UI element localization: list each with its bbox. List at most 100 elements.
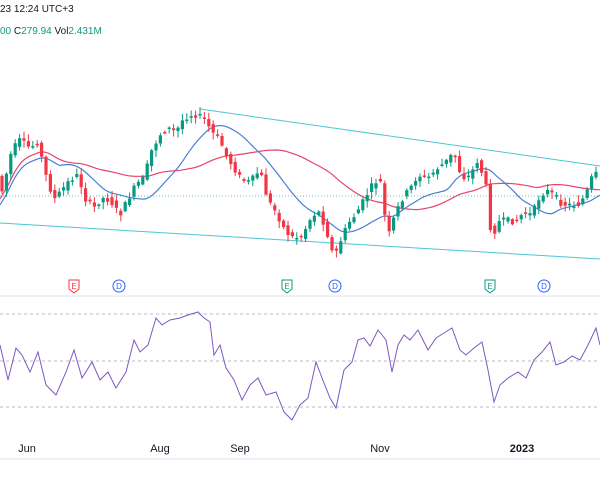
candle	[576, 195, 580, 208]
candle-body	[260, 172, 264, 176]
candle	[101, 196, 105, 210]
x-axis-label: Aug	[150, 443, 170, 455]
moving-average-slow-line	[0, 149, 600, 211]
candle-body	[251, 175, 255, 181]
candle	[260, 169, 264, 177]
candle-body	[185, 119, 189, 122]
candle	[145, 160, 149, 182]
candle	[462, 167, 466, 182]
event-marker-E[interactable]: E	[281, 279, 293, 294]
candle	[172, 124, 176, 137]
candle	[326, 218, 330, 239]
event-marker-D[interactable]: D	[112, 279, 126, 293]
candle-body	[238, 172, 242, 175]
candle-body	[427, 176, 431, 179]
candle-body	[53, 189, 57, 199]
candle-body	[88, 199, 92, 202]
rsi-line	[0, 311, 600, 421]
candle-body	[590, 176, 594, 189]
candle	[114, 195, 118, 214]
candle-body	[374, 183, 378, 189]
candle-body	[264, 174, 268, 195]
candle	[216, 129, 220, 138]
candle-body	[304, 229, 308, 239]
candle-body	[453, 155, 457, 158]
candle	[185, 113, 189, 124]
candle	[48, 170, 52, 195]
candle-body	[449, 154, 453, 163]
event-marker-D[interactable]: D	[537, 279, 551, 293]
candle-body	[568, 203, 572, 206]
candle-body	[242, 179, 246, 181]
candle	[590, 173, 594, 193]
earnings-icon	[281, 279, 293, 294]
candle-body	[114, 200, 118, 208]
candle	[568, 197, 572, 211]
time-axis: Jun Aug Sep Nov 2023	[18, 443, 534, 455]
candle-body	[224, 148, 228, 157]
candle-body	[31, 146, 35, 148]
candle	[207, 112, 211, 132]
candle	[339, 236, 343, 255]
candle	[246, 176, 250, 185]
candle-body	[400, 201, 404, 208]
candle-body	[194, 115, 198, 118]
event-marker-letter: D	[332, 282, 338, 291]
candle	[453, 154, 457, 163]
event-marker-E[interactable]: E	[68, 279, 80, 294]
candle-body	[62, 187, 66, 191]
candle	[466, 169, 470, 182]
candle-body	[537, 200, 541, 209]
candle	[594, 166, 598, 180]
candle-body	[128, 198, 132, 206]
candle	[541, 193, 545, 204]
candle-body	[409, 185, 413, 190]
candle-body	[475, 162, 479, 169]
candle-body	[207, 119, 211, 127]
candle-body	[273, 205, 277, 211]
candle-body	[405, 190, 409, 197]
candle-body	[559, 199, 563, 206]
event-marker-E[interactable]: E	[484, 279, 496, 294]
candle-body	[440, 164, 444, 166]
candle	[528, 206, 532, 221]
candle	[409, 184, 413, 194]
candle	[220, 133, 224, 147]
candle-body	[35, 143, 39, 146]
candle	[70, 176, 74, 186]
event-marker-letter: E	[487, 282, 492, 291]
candle-body	[436, 169, 440, 175]
candle-body	[378, 178, 382, 182]
candle-body	[387, 216, 391, 232]
candle-body	[18, 138, 22, 147]
candle-body	[145, 163, 149, 180]
event-marker-D[interactable]: D	[328, 279, 342, 293]
candle-body	[444, 159, 448, 165]
chart-header-timestamp: 23 12:24 UTC+3	[0, 4, 74, 15]
candle	[167, 126, 171, 134]
candle-body	[141, 176, 145, 185]
candle-body	[541, 195, 545, 202]
candle-body	[585, 189, 589, 198]
channel-lower-line	[0, 222, 600, 260]
candle	[396, 202, 400, 221]
candle-body	[79, 174, 83, 188]
candle	[563, 197, 567, 212]
candle	[22, 131, 26, 148]
candle	[321, 205, 325, 232]
candle-body	[528, 213, 532, 216]
candle-body	[458, 156, 462, 173]
x-axis-label: Jun	[18, 443, 36, 455]
candle	[444, 158, 448, 168]
candle	[312, 211, 316, 226]
candle	[550, 187, 554, 199]
candlestick-series	[0, 107, 598, 258]
candle	[150, 149, 154, 172]
candle	[18, 133, 22, 151]
candle	[515, 215, 519, 223]
candle	[154, 140, 158, 157]
candle	[189, 110, 193, 124]
candle-body	[321, 211, 325, 225]
